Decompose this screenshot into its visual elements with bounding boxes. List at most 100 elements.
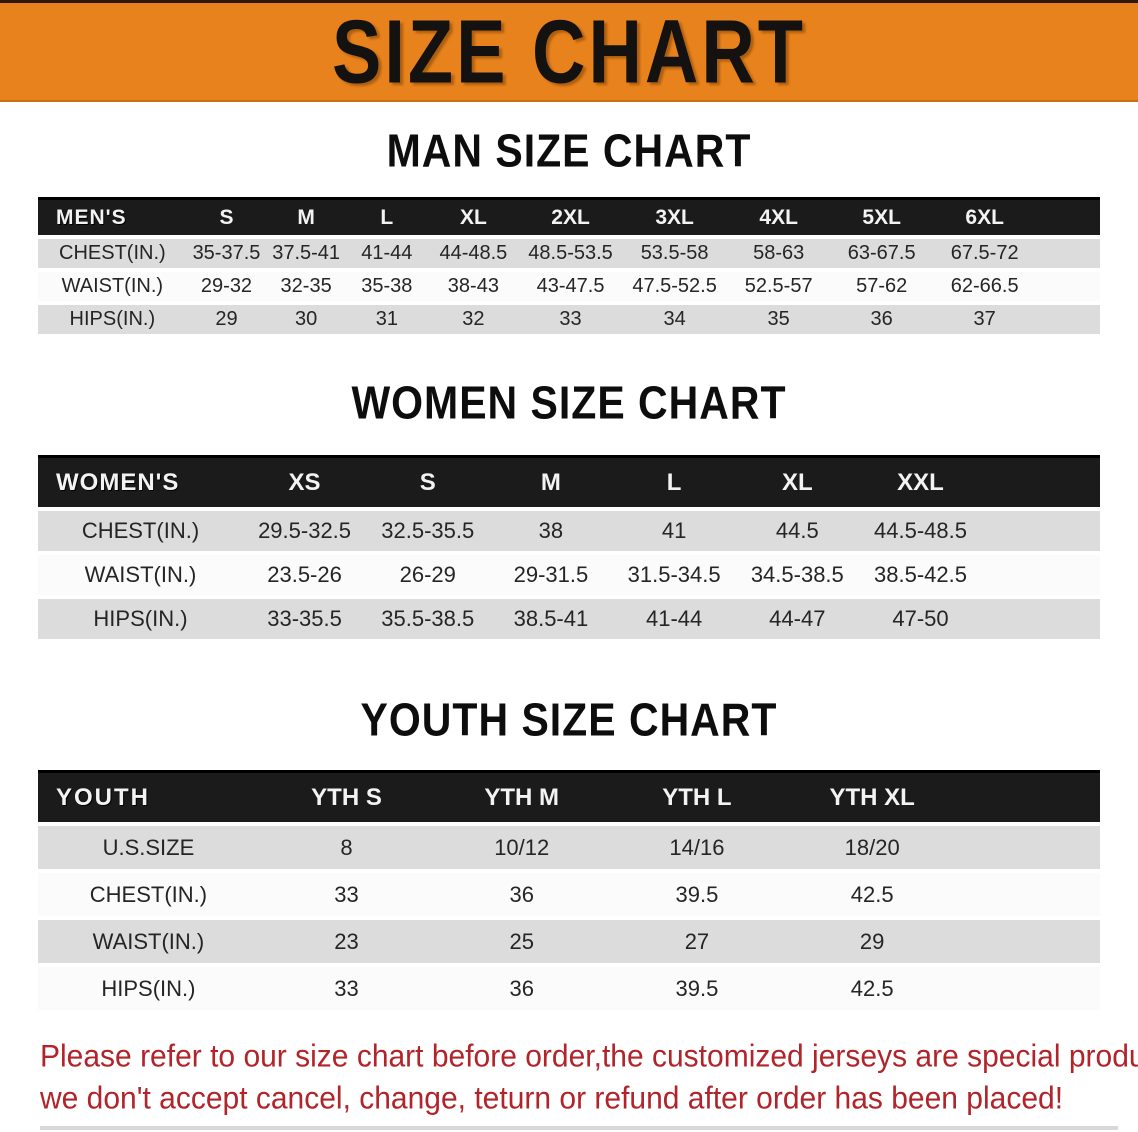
size-value-cell: 41 <box>612 511 736 555</box>
spacer-cell <box>959 967 1100 1014</box>
size-value-cell: 57-62 <box>830 272 934 305</box>
disclaimer-line-2: we don't accept cancel, change, teturn o… <box>40 1081 1064 1116</box>
spacer-cell <box>959 873 1100 920</box>
size-value-cell: 44-47 <box>735 599 859 643</box>
women-size-section: WOMEN SIZE CHART WOMEN'S XS S M L XL XXL… <box>0 377 1138 643</box>
size-value-cell: 53.5-58 <box>622 239 728 272</box>
size-value-cell: 36 <box>830 305 934 338</box>
size-value-cell: 33 <box>258 967 435 1014</box>
size-value-cell: 34 <box>622 305 728 338</box>
men-chest-row: CHEST(IN.) 35-37.5 37.5-41 41-44 44-48.5… <box>38 239 1100 272</box>
row-label: HIPS(IN.) <box>38 305 187 338</box>
size-value-cell: 35 <box>727 305 831 338</box>
size-value-cell: 47.5-52.5 <box>622 272 728 305</box>
women-table-label: WOMEN'S <box>38 455 243 511</box>
size-value-cell: 36 <box>434 873 610 920</box>
size-value-cell: 37.5-41 <box>266 239 346 272</box>
size-column-header: YTH M <box>434 770 610 826</box>
row-label: WAIST(IN.) <box>38 920 259 967</box>
row-label: HIPS(IN.) <box>38 599 243 643</box>
size-value-cell: 29-32 <box>186 272 267 305</box>
size-value-cell: 39.5 <box>609 873 785 920</box>
men-table-label: MEN'S <box>38 197 187 239</box>
size-value-cell: 41-44 <box>612 599 736 643</box>
bottom-border-strip <box>40 1126 1118 1130</box>
youth-header-row: YOUTH YTH S YTH M YTH L YTH XL <box>38 770 1100 826</box>
size-value-cell: 38-43 <box>427 272 520 305</box>
spacer-cell <box>1036 197 1100 239</box>
banner-title: SIZE CHART <box>332 0 806 103</box>
size-value-cell: 44-48.5 <box>427 239 520 272</box>
size-value-cell: 29 <box>784 920 960 967</box>
spacer-cell <box>982 511 1100 555</box>
size-column-header: L <box>345 197 428 239</box>
youth-size-table: YOUTH YTH S YTH M YTH L YTH XL U.S.SIZE … <box>38 770 1100 1014</box>
size-value-cell: 23 <box>258 920 435 967</box>
youth-chest-row: CHEST(IN.) 33 36 39.5 42.5 <box>38 873 1100 920</box>
size-value-cell: 10/12 <box>434 826 610 873</box>
size-column-header: XS <box>242 455 367 511</box>
spacer-cell <box>982 455 1100 511</box>
size-value-cell: 35.5-38.5 <box>366 599 490 643</box>
youth-size-section: YOUTH SIZE CHART YOUTH YTH S YTH M YTH L… <box>0 694 1138 1014</box>
size-column-header: YTH XL <box>784 770 960 826</box>
women-header-row: WOMEN'S XS S M L XL XXL <box>38 455 1100 511</box>
row-label: WAIST(IN.) <box>38 555 243 599</box>
spacer-cell <box>1036 272 1100 305</box>
size-value-cell: 23.5-26 <box>242 555 367 599</box>
youth-section-title: YOUTH SIZE CHART <box>360 694 778 746</box>
size-column-header: XL <box>735 455 859 511</box>
spacer-cell <box>959 920 1100 967</box>
size-value-cell: 14/16 <box>609 826 785 873</box>
youth-ussize-row: U.S.SIZE 8 10/12 14/16 18/20 <box>38 826 1100 873</box>
size-value-cell: 33-35.5 <box>242 599 367 643</box>
size-value-cell: 58-63 <box>727 239 831 272</box>
size-value-cell: 37 <box>933 305 1037 338</box>
size-value-cell: 38.5-41 <box>489 599 613 643</box>
size-column-header: YTH S <box>258 770 435 826</box>
row-label: HIPS(IN.) <box>38 967 259 1014</box>
youth-table-label: YOUTH <box>38 770 259 826</box>
women-waist-row: WAIST(IN.) 23.5-26 26-29 29-31.5 31.5-34… <box>38 555 1100 599</box>
size-value-cell: 42.5 <box>784 873 960 920</box>
women-section-title: WOMEN SIZE CHART <box>351 377 787 429</box>
size-value-cell: 8 <box>258 826 435 873</box>
spacer-cell <box>959 770 1100 826</box>
size-value-cell: 27 <box>609 920 785 967</box>
size-column-header: M <box>489 455 613 511</box>
women-size-table: WOMEN'S XS S M L XL XXL CHEST(IN.) 29.5-… <box>38 455 1100 643</box>
men-header-row: MEN'S S M L XL 2XL 3XL 4XL 5XL 6XL <box>38 197 1100 239</box>
size-value-cell: 38 <box>489 511 613 555</box>
size-column-header: S <box>366 455 490 511</box>
spacer-cell <box>982 599 1100 643</box>
size-column-header: 2XL <box>519 197 623 239</box>
size-value-cell: 39.5 <box>609 967 785 1014</box>
men-section-title: MAN SIZE CHART <box>386 125 752 177</box>
size-value-cell: 29.5-32.5 <box>242 511 367 555</box>
top-border-strip <box>0 0 1138 3</box>
size-value-cell: 35-37.5 <box>186 239 267 272</box>
disclaimer-line-1: Please refer to our size chart before or… <box>40 1039 1138 1074</box>
youth-waist-row: WAIST(IN.) 23 25 27 29 <box>38 920 1100 967</box>
women-chest-row: CHEST(IN.) 29.5-32.5 32.5-35.5 38 41 44.… <box>38 511 1100 555</box>
size-value-cell: 67.5-72 <box>933 239 1037 272</box>
size-value-cell: 48.5-53.5 <box>519 239 623 272</box>
women-hips-row: HIPS(IN.) 33-35.5 35.5-38.5 38.5-41 41-4… <box>38 599 1100 643</box>
size-value-cell: 33 <box>519 305 623 338</box>
size-column-header: M <box>266 197 346 239</box>
row-label: CHEST(IN.) <box>38 239 187 272</box>
men-waist-row: WAIST(IN.) 29-32 32-35 35-38 38-43 43-47… <box>38 272 1100 305</box>
size-value-cell: 31.5-34.5 <box>612 555 736 599</box>
youth-hips-row: HIPS(IN.) 33 36 39.5 42.5 <box>38 967 1100 1014</box>
men-size-table: MEN'S S M L XL 2XL 3XL 4XL 5XL 6XL CHEST… <box>38 197 1100 338</box>
spacer-cell <box>959 826 1100 873</box>
size-value-cell: 18/20 <box>784 826 960 873</box>
disclaimer-text: Please refer to our size chart before or… <box>40 1036 1138 1120</box>
size-value-cell: 63-67.5 <box>830 239 934 272</box>
size-column-header: 3XL <box>622 197 728 239</box>
size-value-cell: 43-47.5 <box>519 272 623 305</box>
size-value-cell: 38.5-42.5 <box>858 555 983 599</box>
size-value-cell: 35-38 <box>345 272 428 305</box>
size-column-header: S <box>186 197 267 239</box>
